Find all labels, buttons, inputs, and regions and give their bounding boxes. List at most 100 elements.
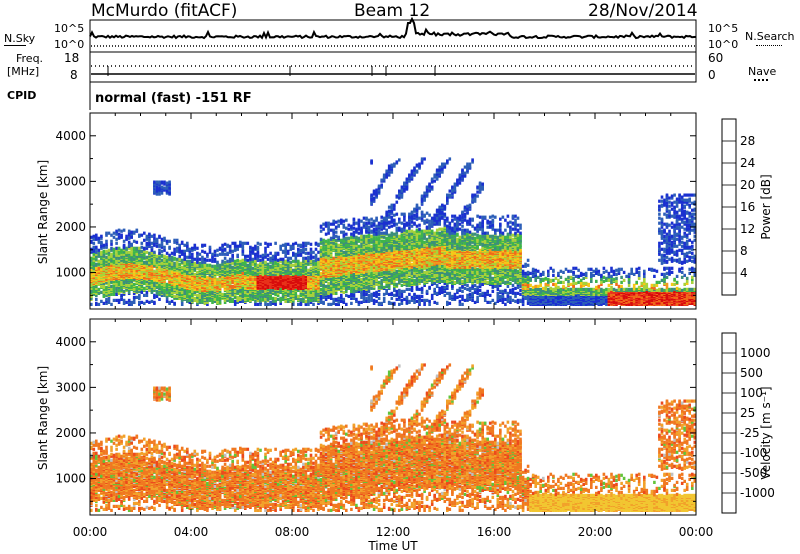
power-cell: [391, 216, 394, 219]
power-cell: [158, 235, 161, 238]
power-cell: [196, 247, 199, 250]
power-cell: [191, 247, 194, 250]
power-cell: [365, 235, 368, 238]
power-cell: [269, 257, 272, 260]
power-cell: [143, 302, 146, 305]
power-cell: [231, 285, 234, 288]
power-cell: [125, 251, 128, 254]
power-cell: [231, 298, 234, 301]
power-cell: [108, 232, 111, 235]
power-cell: [315, 298, 318, 301]
power-cell: [151, 265, 154, 268]
power-cell: [148, 252, 151, 255]
power-cell: [343, 224, 346, 227]
power-cell: [178, 248, 181, 251]
power-cell: [252, 258, 255, 261]
power-cell: [320, 295, 323, 298]
power-cell: [317, 266, 320, 269]
power-cell: [380, 216, 383, 219]
power-cell: [335, 231, 338, 234]
power-cell: [229, 258, 232, 261]
power-cell: [153, 251, 156, 254]
power-cell: [168, 254, 171, 257]
power-cell: [388, 210, 391, 213]
power-cell: [345, 237, 348, 240]
power-cell: [292, 260, 295, 263]
power-cell: [368, 222, 371, 225]
power-cell: [350, 302, 353, 305]
power-cell: [209, 246, 212, 249]
power-cell: [242, 259, 245, 262]
power-cell: [332, 301, 335, 304]
power-cell: [194, 297, 197, 300]
power-cell: [118, 289, 121, 292]
power-cell: [297, 244, 300, 247]
power-cell: [173, 283, 176, 286]
power-cell: [163, 237, 166, 240]
power-cell: [385, 249, 388, 252]
power-cell: [141, 301, 144, 304]
power-cell: [100, 251, 103, 254]
power-cell: [113, 248, 116, 251]
power-cell: [274, 242, 277, 245]
power-cell: [310, 267, 313, 270]
power-cell: [141, 291, 144, 294]
power-cell: [98, 252, 101, 255]
power-cell: [95, 251, 98, 254]
power-cell: [368, 294, 371, 297]
power-cell: [95, 234, 98, 237]
power-cell: [103, 254, 106, 257]
power-cell: [325, 247, 328, 250]
power-cell: [204, 244, 207, 247]
power-cell: [373, 292, 376, 295]
power-cell: [378, 222, 381, 225]
power-cell: [259, 262, 262, 265]
power-cell: [350, 284, 353, 287]
power-cell: [148, 242, 151, 245]
power-cell: [231, 242, 234, 245]
power-cell: [173, 248, 176, 251]
power-cell: [257, 258, 260, 261]
power-cell: [375, 217, 378, 220]
power-cell: [204, 258, 207, 261]
power-cell: [312, 256, 315, 259]
power-cell: [378, 237, 381, 240]
power-cell: [161, 241, 164, 244]
power-cell: [360, 245, 363, 248]
power-cell: [168, 257, 171, 260]
power-cell: [375, 300, 378, 303]
power-cell: [363, 235, 366, 238]
power-cell: [264, 250, 267, 253]
power-cell: [244, 255, 247, 258]
power-cell: [206, 264, 209, 267]
power-cell: [151, 246, 154, 249]
power-cell: [320, 225, 323, 228]
power-cell: [181, 266, 184, 269]
power-cell: [209, 259, 212, 262]
power-cell: [216, 261, 219, 264]
power-cell: [380, 282, 383, 285]
power-cell: [103, 268, 106, 271]
power-cell: [262, 261, 265, 264]
power-cell: [247, 264, 250, 267]
power-cell: [284, 289, 287, 292]
power-cell: [224, 257, 227, 260]
power-cell: [264, 261, 267, 264]
power-cell: [370, 239, 373, 242]
power-cell: [161, 192, 164, 195]
power-cell: [143, 294, 146, 297]
power-cell: [307, 303, 310, 306]
power-cell: [277, 252, 280, 255]
power-cell: [254, 260, 257, 263]
power-cell: [249, 297, 252, 300]
power-cell: [254, 253, 257, 256]
power-cell: [133, 252, 136, 255]
power-cell: [214, 254, 217, 257]
power-cell: [201, 265, 204, 268]
power-cell: [332, 257, 335, 260]
power-cell: [320, 230, 323, 233]
power-cell: [373, 220, 376, 223]
power-cell: [105, 286, 108, 289]
power-cell: [370, 218, 373, 221]
power-cell: [315, 248, 318, 251]
